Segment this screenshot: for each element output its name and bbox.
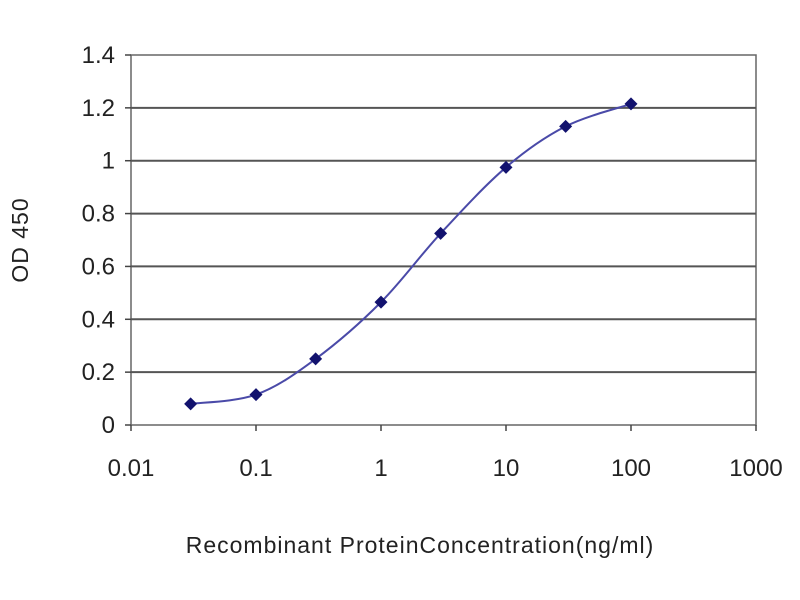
x-tick-label: 0.01	[108, 455, 155, 482]
y-tick-label: 0.8	[82, 201, 115, 228]
y-axis-title: OD 450	[7, 197, 33, 282]
data-points	[184, 97, 638, 411]
x-tick-label: 10	[493, 455, 520, 482]
y-tick-label: 0	[102, 412, 115, 439]
gridlines	[131, 106, 756, 374]
y-tick-label: 0.6	[82, 253, 115, 280]
data-point	[249, 388, 263, 402]
data-point	[374, 295, 388, 309]
series-line	[190, 102, 632, 405]
x-tick-label: 1000	[729, 455, 782, 482]
x-axis-ticks: 0.01 0.1 1 10 100 1000	[108, 425, 783, 482]
data-point	[309, 352, 323, 366]
y-axis-ticks: 0 0.2 0.4 0.6 0.8 1 1.2 1.4	[82, 42, 131, 439]
data-point	[184, 397, 198, 411]
x-tick-label: 100	[611, 455, 651, 482]
data-point	[499, 160, 513, 174]
x-tick-label: 0.1	[239, 455, 272, 482]
y-tick-label: 0.4	[82, 306, 115, 333]
y-tick-label: 1.2	[82, 95, 115, 122]
y-tick-label: 1.4	[82, 42, 115, 69]
y-tick-label: 1	[102, 148, 115, 175]
plot-area	[130, 54, 757, 426]
x-axis-title: Recombinant ProteinConcentration(ng/ml)	[186, 532, 655, 558]
data-point	[559, 119, 573, 133]
x-tick-label: 1	[374, 455, 387, 482]
y-tick-label: 0.2	[82, 359, 115, 386]
data-point	[624, 97, 638, 111]
data-point	[434, 226, 448, 240]
